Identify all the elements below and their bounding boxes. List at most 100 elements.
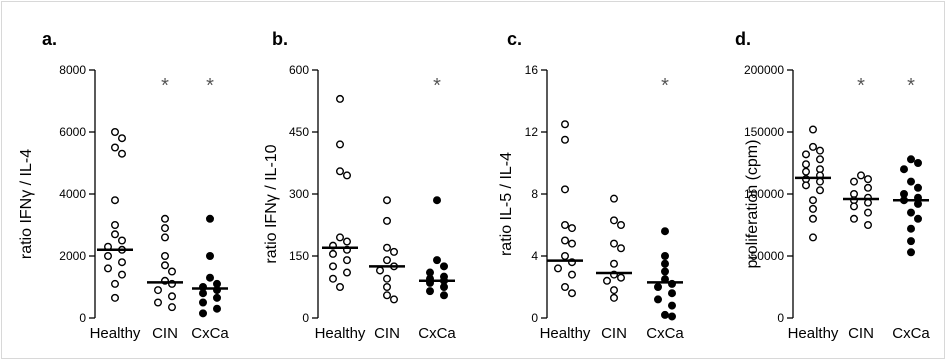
panel-4-letter: d. [735,29,751,49]
panel-4-point-healthy [809,204,818,213]
panel-4-point-cin [864,208,873,217]
panel-2-point-healthy [336,140,345,149]
panel-2-point-cxca [440,262,449,271]
panel-1-category-label: CxCa [191,325,229,342]
panel-3-point-cxca [668,312,677,321]
panel-4-point-cxca [907,177,916,186]
panel-2-point-cxca [440,291,449,300]
panel-3-point-cxca [668,289,677,298]
panel-1-y-tick-label: 4000 [59,187,86,201]
panel-2-y-tick-label: 450 [289,125,309,139]
panel-2-point-healthy [336,233,345,242]
panel-1-point-healthy [110,230,119,239]
panel-1-point-cin [160,224,169,233]
panel-4-point-cxca [907,224,916,233]
panel-4-point-healthy [802,150,811,159]
panel-4-point-cxca [907,237,916,246]
panel-1-point-healthy [117,236,126,245]
panel-4-point-healthy [802,160,811,169]
panel-4-point-healthy [802,181,811,190]
panel-4-point-healthy [816,146,825,155]
panel-2-category-label: Healthy [315,325,366,342]
panel-3-point-healthy [561,135,570,144]
panel-2-point-healthy [336,94,345,103]
panel-1-point-cxca [198,309,207,318]
panel-2-y-tick-label: 0 [302,311,309,325]
panel-3-y-axis-title: ratio IL-5 / IL-4 [498,152,515,256]
panel-1-point-cin [153,286,162,295]
panel-3-point-cin [617,220,626,229]
panel-4-y-tick-label: 50000 [751,249,785,263]
panel-3-significance-star: * [661,75,669,97]
panel-1-point-cxca [212,293,221,302]
panel-1-y-tick-label: 8000 [59,63,86,77]
panel-4-point-cin [864,220,873,229]
panel-1-point-cin [153,298,162,307]
panel-1-category-label: CIN [152,325,178,342]
panel-2-point-cin [383,256,392,265]
panel-2-point-cxca [440,283,449,292]
panel-4-point-healthy [809,125,818,134]
panel-3-point-cin [610,259,619,268]
panel-4-point-healthy [809,142,818,151]
panel-1-y-tick-label: 0 [79,311,86,325]
panel-3-point-healthy [568,224,577,233]
panel-3-point-healthy [568,239,577,248]
panel-4-point-cin [864,198,873,207]
panel-1-point-healthy [117,270,126,279]
panel-3-point-cxca [661,267,670,276]
panel-1-point-healthy [103,264,112,273]
panel-4-point-cxca [914,183,923,192]
panel-4-significance-star: * [907,75,915,97]
panel-2-point-cxca [433,256,442,265]
panel-1-point-healthy [110,127,119,136]
panel-4-point-cxca [914,158,923,167]
panel-4-point-cxca [914,214,923,223]
panel-3-point-cxca [654,283,663,292]
panel-3-point-cxca [668,301,677,310]
panel-1-y-tick-label: 6000 [59,125,86,139]
panel-2-point-cin [383,274,392,283]
panel-3-point-cin [610,194,619,203]
panel-1-point-healthy [117,258,126,267]
panel-4-point-healthy [816,177,825,186]
panel-1-point-cin [160,214,169,223]
panel-1-y-axis-title: ratio IFNγ / IL-4 [18,149,35,259]
panel-4-point-cxca [907,248,916,257]
panel-1-point-healthy [110,220,119,229]
panel-2-point-healthy [329,274,338,283]
panel-2-category-label: CxCa [418,325,456,342]
panel-2-y-axis-title: ratio IFNγ / IL-10 [263,144,280,263]
panel-2-point-cin [383,196,392,205]
panel-1-point-healthy [110,279,119,288]
panel-4-point-cxca [907,208,916,217]
panel-2-point-healthy [329,262,338,271]
panel-2-point-healthy [329,249,338,258]
panel-1-point-healthy [110,196,119,205]
panel-2-point-healthy [343,171,352,180]
panel-3-y-tick-label: 8 [531,187,538,201]
panel-2-point-cin [383,283,392,292]
panel-4-y-tick-label: 150000 [744,125,784,139]
panel-1-point-cin [160,233,169,242]
panel-4-point-cin [850,214,859,223]
panel-3-point-healthy [568,289,577,298]
panel-1-point-cxca [212,304,221,313]
panel-3-point-cin [603,276,612,285]
panel-3-point-cxca [661,227,670,236]
panel-3-letter: c. [507,29,522,49]
panel-4-point-cxca [914,199,923,208]
panel-3-point-healthy [561,220,570,229]
panel-3-point-cin [610,286,619,295]
panel-1-point-cxca [205,251,214,260]
panel-1-point-cin [167,267,176,276]
panel-2-point-cxca [426,287,435,296]
panel-3-point-healthy [561,283,570,292]
panel-1-point-healthy [117,134,126,143]
panel-1-point-cxca [198,289,207,298]
panel-1-point-cin [160,261,169,270]
panel-2-point-cin [383,243,392,252]
panel-3-point-cin [610,293,619,302]
panel-4-point-healthy [809,214,818,223]
